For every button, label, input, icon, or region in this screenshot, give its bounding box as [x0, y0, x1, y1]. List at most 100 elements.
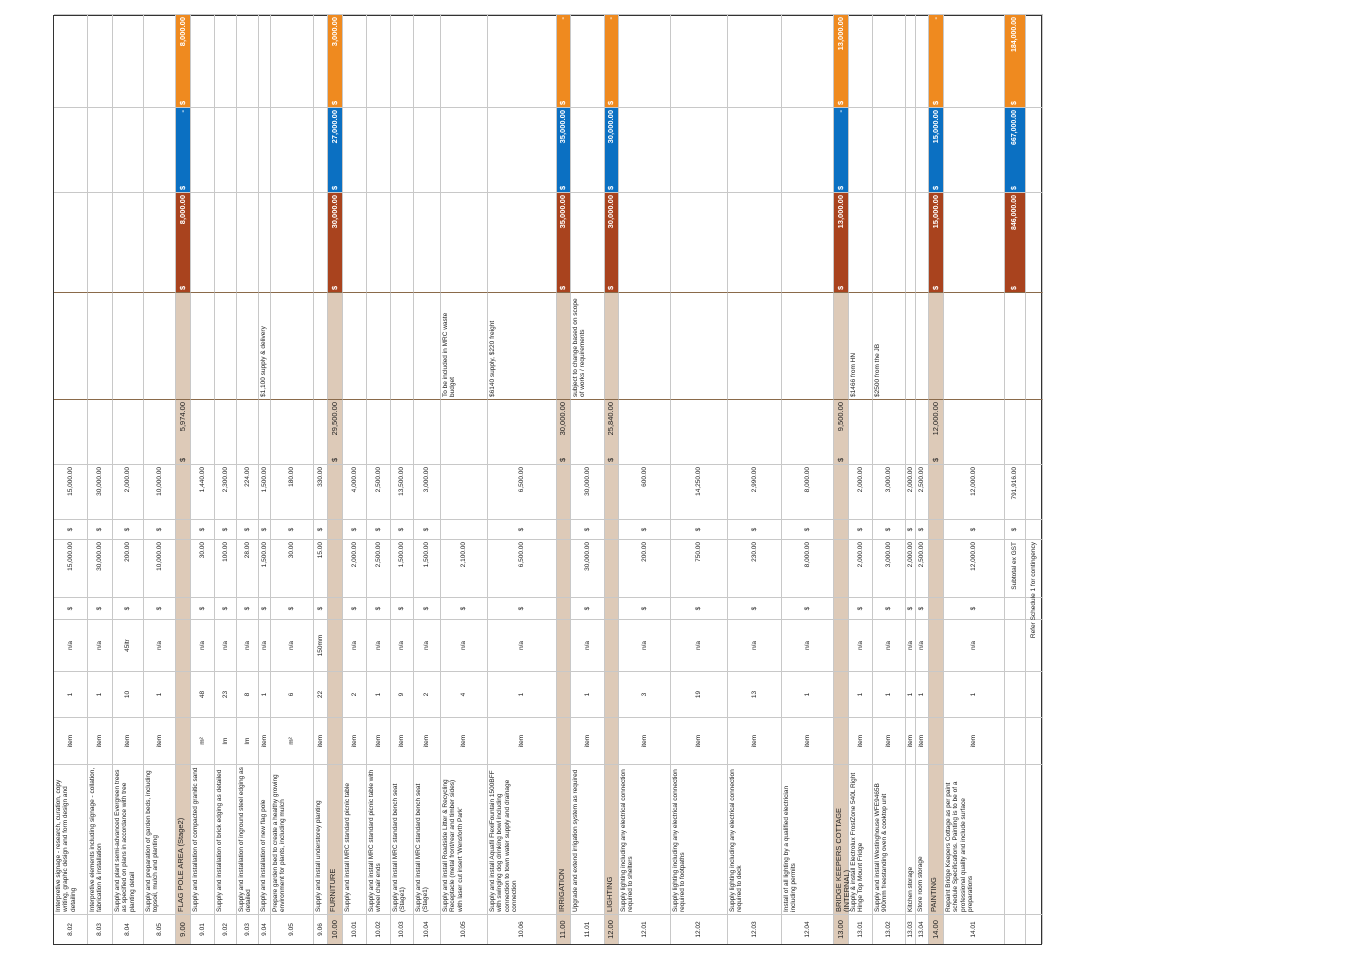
cell: 13.03: [906, 914, 916, 944]
cell: [441, 464, 488, 519]
cell: [215, 292, 237, 399]
cell-text: 2,000.00: [906, 467, 914, 493]
cell-text: n/a: [155, 640, 163, 651]
cell: n/a: [191, 619, 215, 671]
cell: $6140 supply, $220 freight: [488, 292, 557, 399]
cell-text: $: [260, 527, 268, 532]
cell-text: 2,500.00: [918, 542, 926, 568]
cell: [557, 619, 571, 671]
cell: $: [113, 519, 144, 539]
cell-text: 791,916.00: [1011, 467, 1019, 500]
cell-text: -: [930, 17, 940, 20]
cell: To be included in MRC waste budget: [441, 292, 488, 399]
cell-text: 2,100.00: [460, 542, 468, 568]
cell: PAINTING: [929, 764, 944, 914]
cell-text: $: [518, 527, 526, 532]
table-row: 10.00 FURNITURE $29,500.00 $30,000.00 $27,00…: [328, 14, 343, 944]
cell: $: [215, 597, 237, 619]
cell: 9.06: [314, 914, 328, 944]
cell: 1: [571, 671, 605, 717]
cell-text: $: [640, 606, 648, 611]
cell: $: [237, 597, 259, 619]
cell-text: 1: [856, 692, 864, 697]
cell-text: $: [288, 606, 296, 611]
cell: [605, 619, 619, 671]
table-row: 11.00 IRRIGATION $30,000.00 $35,000.00 $35,0…: [557, 14, 571, 944]
cell-text: $: [518, 606, 526, 611]
cell: $: [916, 597, 929, 619]
cell: 13: [728, 671, 782, 717]
cell-text: 2,000.00: [350, 542, 358, 568]
cell: [671, 399, 728, 464]
table-row: 13.02 Supply and install Westinghouse WFE…: [873, 14, 906, 944]
cell: item: [619, 717, 671, 764]
cell: 14.01: [944, 914, 1005, 944]
cell: 10.04: [414, 914, 441, 944]
cell: [54, 14, 88, 107]
cell: $: [849, 597, 873, 619]
cell: [88, 192, 113, 292]
cell-text: $: [398, 527, 406, 532]
cell: $: [54, 597, 88, 619]
cell-text: 12,000.00: [930, 402, 940, 436]
cell: 2,000.00: [906, 539, 916, 597]
cell: [314, 192, 328, 292]
cell-text: n/a: [350, 640, 358, 651]
cell-text: LIGHTING: [605, 876, 614, 912]
cell: Supply and installation of new flag pole: [259, 764, 271, 914]
cell: [191, 14, 215, 107]
cell: [259, 399, 271, 464]
cell: item: [314, 717, 328, 764]
cell-text: $: [155, 606, 163, 611]
cell: n/a: [944, 619, 1005, 671]
cell: item: [849, 717, 873, 764]
cell-text: 6,500.00: [518, 467, 526, 493]
cell-text: n/a: [518, 640, 526, 651]
cell: 3,000.00: [873, 539, 906, 597]
cell: [873, 14, 906, 107]
cell: [571, 14, 605, 107]
cell-text: Kitchen storage: [907, 866, 914, 912]
cell: $: [441, 597, 488, 619]
cell: n/a: [54, 619, 88, 671]
cell: item: [571, 717, 605, 764]
cell: [557, 292, 571, 399]
cell-text: n/a: [260, 640, 268, 651]
cell: [176, 519, 191, 539]
cell: [944, 399, 1005, 464]
cell-text: $: [423, 606, 431, 611]
cell: Supply and installation of brick edging …: [215, 764, 237, 914]
cell-text: $1466 from HN: [850, 352, 857, 397]
cell-text: Supply and installation of compacted gra…: [192, 767, 199, 912]
cell: 224.00: [237, 464, 259, 519]
cell: n/a: [571, 619, 605, 671]
table-row: Refer Schedule 1 for contingency: [1026, 14, 1043, 944]
cell: item: [782, 717, 834, 764]
cell-text: 30,000.00: [583, 467, 591, 496]
cell-text: 1: [518, 692, 526, 697]
cell-text: 150mm: [316, 634, 324, 657]
cell: 600.00: [619, 464, 671, 519]
cell: 13,500.00: [391, 464, 414, 519]
cell-text: item: [906, 734, 914, 748]
cell: FLAG POLE AREA (Stage2): [176, 764, 191, 914]
cell: $: [619, 519, 671, 539]
cell-text: 14.01: [970, 921, 978, 938]
cell-text: n/a: [750, 640, 758, 651]
cell-text: PAINTING: [929, 877, 938, 912]
cell-text: n/a: [96, 640, 104, 651]
cell: $: [782, 519, 834, 539]
cell: [929, 292, 944, 399]
cell: $35,000.00: [557, 192, 571, 292]
cell-text: $6140 supply, $220 freight: [489, 320, 496, 397]
cell: [441, 14, 488, 107]
cell: 30,000.00: [88, 539, 113, 597]
cell: [328, 464, 343, 519]
cell: 10.00: [328, 914, 343, 944]
cell: 1: [906, 671, 916, 717]
cell: item: [414, 717, 441, 764]
cell-text: 1: [803, 692, 811, 697]
table-row: 9.04 Supply and installation of new flag …: [259, 14, 271, 944]
cell: m²: [271, 717, 314, 764]
cell: [782, 14, 834, 107]
